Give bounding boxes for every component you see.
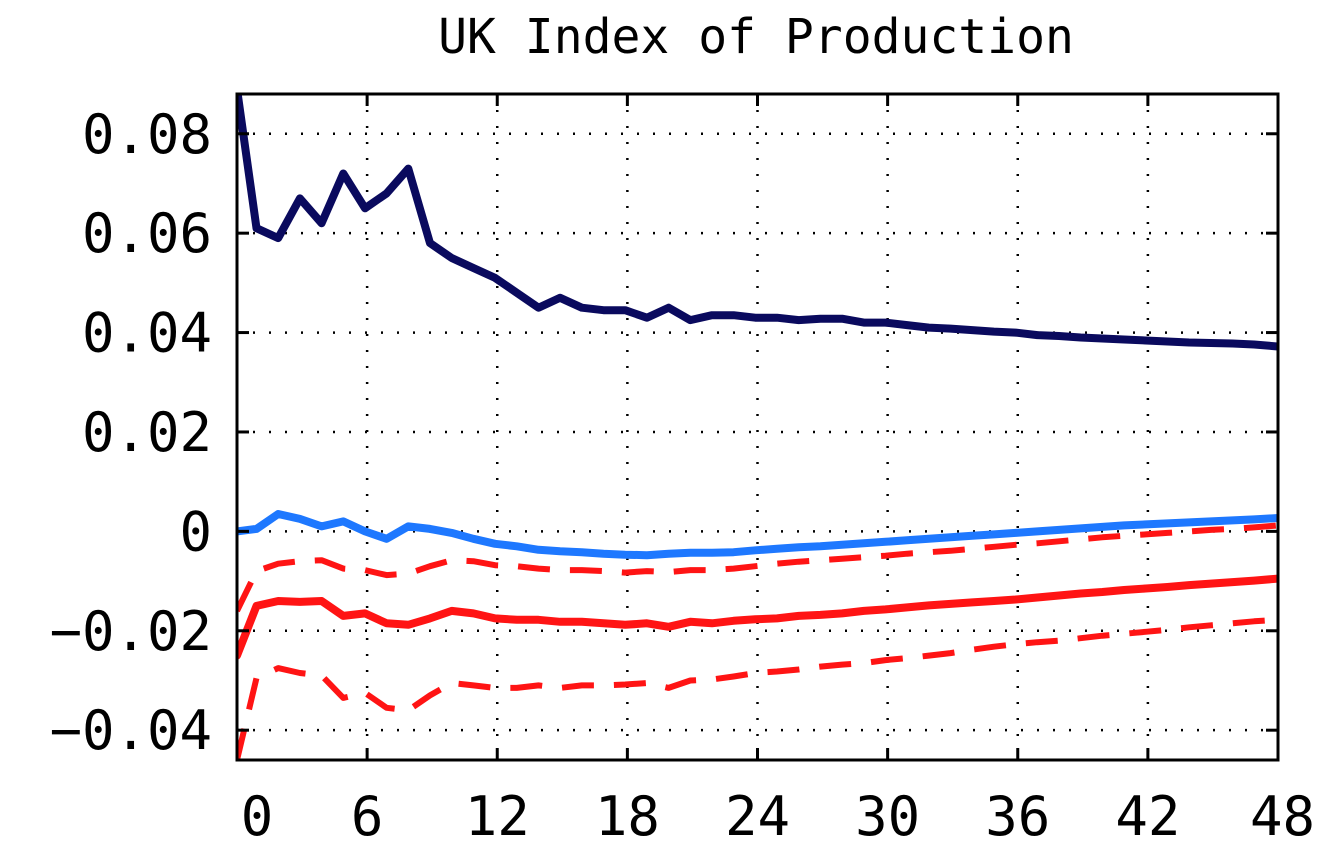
series-line-4-dashed [237,522,1278,613]
y-tick-label: 0.06 [82,202,212,265]
axis-ticks [235,94,1280,760]
y-tick-label: 0.04 [82,302,212,365]
x-tick-label: 12 [465,785,530,847]
x-tick-label: 48 [1250,785,1315,847]
series-line-5-dashed [237,616,1278,760]
x-tick-label: 24 [725,785,790,847]
plot-series [237,94,1278,760]
x-tick-label: 6 [351,785,384,847]
y-axis-tick-labels: 0.08 0.06 0.04 0.02 0 −0.02 −0.04 [49,103,212,762]
y-tick-label: 0.08 [82,103,212,166]
series-line-1 [237,94,1278,351]
series-line-2 [237,510,1278,560]
chart-title: UK Index of Production [438,9,1074,65]
plot-frame [235,92,1280,762]
x-tick-label: 18 [595,785,660,847]
x-axis-tick-labels: 0 6 12 18 24 30 36 42 48 [241,785,1315,847]
y-tick-label: 0.02 [82,401,212,464]
x-tick-label: 36 [985,785,1050,847]
y-tick-label: 0 [179,500,212,563]
x-tick-label: 0 [241,785,274,847]
series-line-3 [237,574,1278,660]
y-tick-label: −0.04 [49,699,212,762]
x-tick-label: 30 [855,785,920,847]
y-tick-label: −0.02 [49,600,212,663]
x-tick-label: 42 [1115,785,1180,847]
grid-lines [237,94,1278,760]
